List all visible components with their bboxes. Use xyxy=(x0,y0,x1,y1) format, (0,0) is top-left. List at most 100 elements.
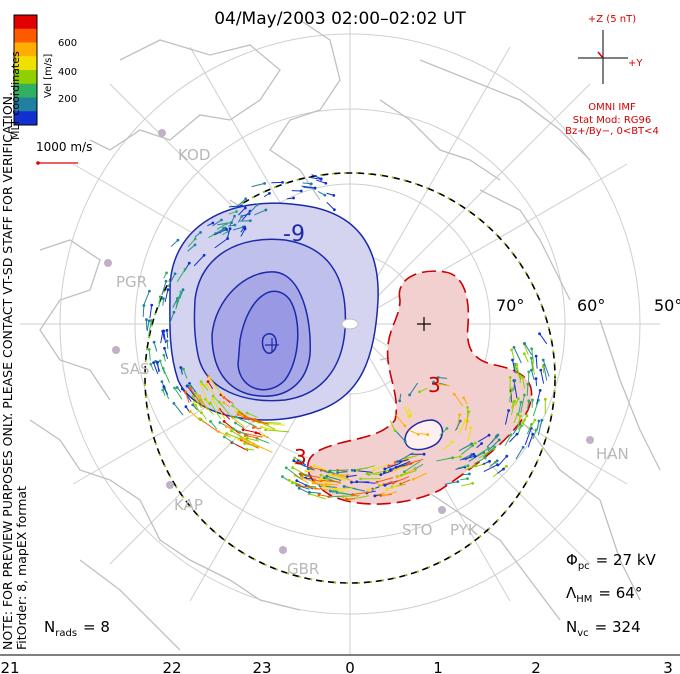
velocity-vector-origin xyxy=(540,418,544,422)
velocity-vector-origin xyxy=(351,493,355,496)
velocity-vector-origin xyxy=(487,433,491,437)
velocity-vector xyxy=(311,174,322,180)
velocity-vector xyxy=(184,391,190,404)
velocity-vector xyxy=(187,244,196,252)
velocity-vector-origin xyxy=(244,197,248,201)
velocity-vector-origin xyxy=(539,368,543,372)
velocity-vector-origin xyxy=(534,377,538,381)
velocity-vector xyxy=(209,402,222,419)
velocity-vector-origin xyxy=(164,279,168,283)
velocity-vector-origin xyxy=(194,391,198,395)
velocity-vector-origin xyxy=(403,457,407,461)
color-scale-swatch xyxy=(14,15,37,30)
velocity-vector-origin xyxy=(516,397,520,401)
station-label-han: HAN xyxy=(596,445,629,463)
velocity-vector-origin xyxy=(260,434,264,438)
velocity-vector-origin xyxy=(297,484,301,487)
velocity-vector xyxy=(233,428,249,436)
velocity-vector-origin xyxy=(451,456,454,460)
velocity-vector xyxy=(433,381,447,386)
velocity-vector-origin xyxy=(407,462,410,465)
velocity-vector-origin xyxy=(300,476,304,480)
velocity-vector-origin xyxy=(220,218,223,222)
mlt-label-1: 1 xyxy=(433,659,443,674)
velocity-vector-origin xyxy=(224,425,228,428)
velocity-vector-origin xyxy=(264,428,268,432)
velocity-vector xyxy=(413,472,427,480)
velocity-vector-origin xyxy=(531,398,534,402)
velocity-vector-origin xyxy=(245,411,249,415)
velocity-vector-origin xyxy=(235,210,238,213)
velocity-vector-origin xyxy=(459,455,462,459)
velocity-vector xyxy=(229,215,236,227)
velocity-vector-origin xyxy=(456,480,460,484)
velocity-vector-origin xyxy=(350,480,353,484)
velocity-vector-origin xyxy=(199,411,203,415)
velocity-vector-origin xyxy=(165,339,169,343)
velocity-vector xyxy=(343,485,366,492)
velocity-vector-origin xyxy=(156,360,159,364)
velocity-vector xyxy=(407,407,412,416)
velocity-vector xyxy=(256,437,270,444)
velocity-vector-origin xyxy=(241,428,245,431)
velocity-vector-origin xyxy=(255,203,259,207)
contour-label-negative-low: 3 xyxy=(294,445,307,469)
velocity-vector-origin xyxy=(243,206,247,210)
velocity-vector xyxy=(526,384,529,396)
velocity-vector xyxy=(226,228,231,239)
velocity-vector-origin xyxy=(467,472,471,476)
velocity-vector-origin xyxy=(222,226,225,230)
velocity-vector xyxy=(530,369,535,380)
velocity-vector-origin xyxy=(199,383,203,387)
velocity-vector-origin xyxy=(366,488,370,492)
velocity-vector xyxy=(510,401,516,416)
velocity-vector xyxy=(200,384,209,403)
velocity-vector-origin xyxy=(534,354,538,358)
velocity-vector xyxy=(162,368,171,383)
velocity-vector xyxy=(517,415,528,430)
velocity-vector-origin xyxy=(218,421,222,424)
velocity-vector xyxy=(513,347,522,364)
velocity-vector xyxy=(537,420,543,436)
velocity-vector-origin xyxy=(474,464,478,468)
velocity-vector xyxy=(301,185,316,189)
velocity-vector-origin xyxy=(222,401,226,404)
velocity-vector-origin xyxy=(292,196,295,200)
velocity-vector-origin xyxy=(541,365,545,369)
velocity-vector-origin xyxy=(147,348,151,351)
velocity-vector-origin xyxy=(512,345,516,349)
velocity-vector xyxy=(487,439,500,452)
velocity-vector xyxy=(261,426,277,431)
velocity-vector-origin xyxy=(217,400,221,404)
color-scale-tick-400: 400 xyxy=(58,67,77,78)
velocity-vector-origin xyxy=(525,414,529,417)
velocity-vector xyxy=(532,400,539,417)
velocity-vector-origin xyxy=(198,394,202,398)
velocity-vector xyxy=(400,479,411,485)
velocity-vector xyxy=(461,455,476,461)
velocity-vector xyxy=(322,480,334,485)
velocity-vector xyxy=(153,341,158,352)
velocity-vector-origin xyxy=(187,261,191,265)
velocity-vector xyxy=(458,465,469,469)
velocity-vector-origin xyxy=(225,432,229,435)
velocity-vector-origin xyxy=(179,366,183,369)
velocity-vector xyxy=(173,403,184,416)
velocity-vector xyxy=(210,421,218,430)
vector-scale: 1000 m/s xyxy=(36,140,92,165)
velocity-vector xyxy=(142,305,145,318)
velocity-vector-origin xyxy=(324,181,328,185)
velocity-vector-origin xyxy=(231,404,235,408)
velocity-vector-origin xyxy=(408,393,412,397)
velocity-vector-origin xyxy=(393,460,397,464)
velocity-vector xyxy=(207,381,214,390)
station-marker xyxy=(279,546,287,554)
velocity-vector-origin xyxy=(377,484,381,488)
velocity-vector xyxy=(419,387,428,393)
velocity-vector xyxy=(285,467,303,480)
velocity-vector xyxy=(526,400,530,411)
phi-pc-stat: Φpc = 27 kV xyxy=(566,551,657,572)
velocity-vector xyxy=(395,431,406,442)
velocity-vector xyxy=(161,281,167,296)
velocity-vector xyxy=(232,405,248,418)
